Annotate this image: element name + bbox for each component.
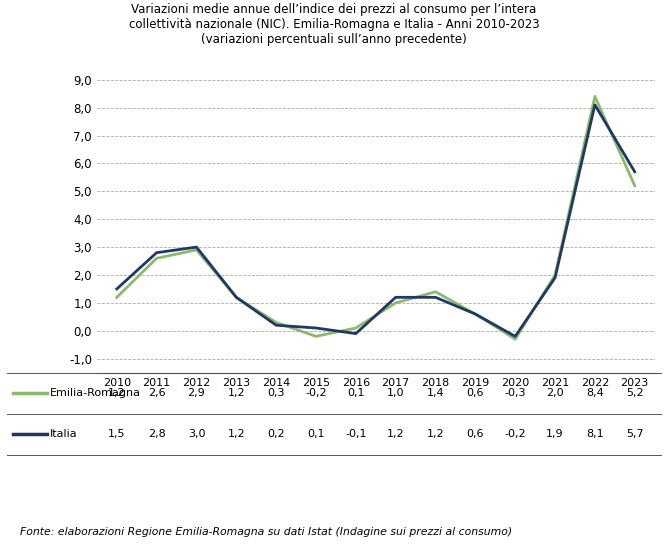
Text: 8,1: 8,1 — [586, 429, 604, 439]
Text: 2,6: 2,6 — [148, 388, 166, 398]
Text: 1,5: 1,5 — [108, 429, 126, 439]
Text: -0,2: -0,2 — [305, 388, 327, 398]
Text: 1,2: 1,2 — [228, 429, 245, 439]
Text: -0,3: -0,3 — [504, 388, 526, 398]
Text: 1,2: 1,2 — [427, 429, 444, 439]
Text: -0,2: -0,2 — [504, 429, 526, 439]
Text: 8,4: 8,4 — [586, 388, 604, 398]
Text: 1,0: 1,0 — [387, 388, 404, 398]
Text: 2,9: 2,9 — [188, 388, 205, 398]
Text: 0,3: 0,3 — [267, 388, 285, 398]
Text: Variazioni medie annue dell’indice dei prezzi al consumo per l’intera
collettivi: Variazioni medie annue dell’indice dei p… — [129, 3, 539, 45]
Text: 2,8: 2,8 — [148, 429, 166, 439]
Text: 0,2: 0,2 — [267, 429, 285, 439]
Text: 0,1: 0,1 — [347, 388, 365, 398]
Text: 1,2: 1,2 — [108, 388, 126, 398]
Text: 5,7: 5,7 — [626, 429, 643, 439]
Text: 1,4: 1,4 — [427, 388, 444, 398]
Text: 1,9: 1,9 — [546, 429, 564, 439]
Text: Emilia-Romagna: Emilia-Romagna — [50, 388, 141, 398]
Text: Fonte: elaborazioni Regione Emilia-Romagna su dati Istat (Indagine sui prezzi al: Fonte: elaborazioni Regione Emilia-Romag… — [20, 527, 512, 537]
Text: -0,1: -0,1 — [345, 429, 367, 439]
Text: 0,6: 0,6 — [467, 429, 484, 439]
Text: 3,0: 3,0 — [188, 429, 205, 439]
Text: 1,2: 1,2 — [387, 429, 405, 439]
Text: 0,1: 0,1 — [307, 429, 325, 439]
Text: 0,6: 0,6 — [467, 388, 484, 398]
Text: Italia: Italia — [50, 429, 77, 439]
Text: 5,2: 5,2 — [626, 388, 643, 398]
Text: 1,2: 1,2 — [228, 388, 245, 398]
Text: 2,0: 2,0 — [546, 388, 564, 398]
